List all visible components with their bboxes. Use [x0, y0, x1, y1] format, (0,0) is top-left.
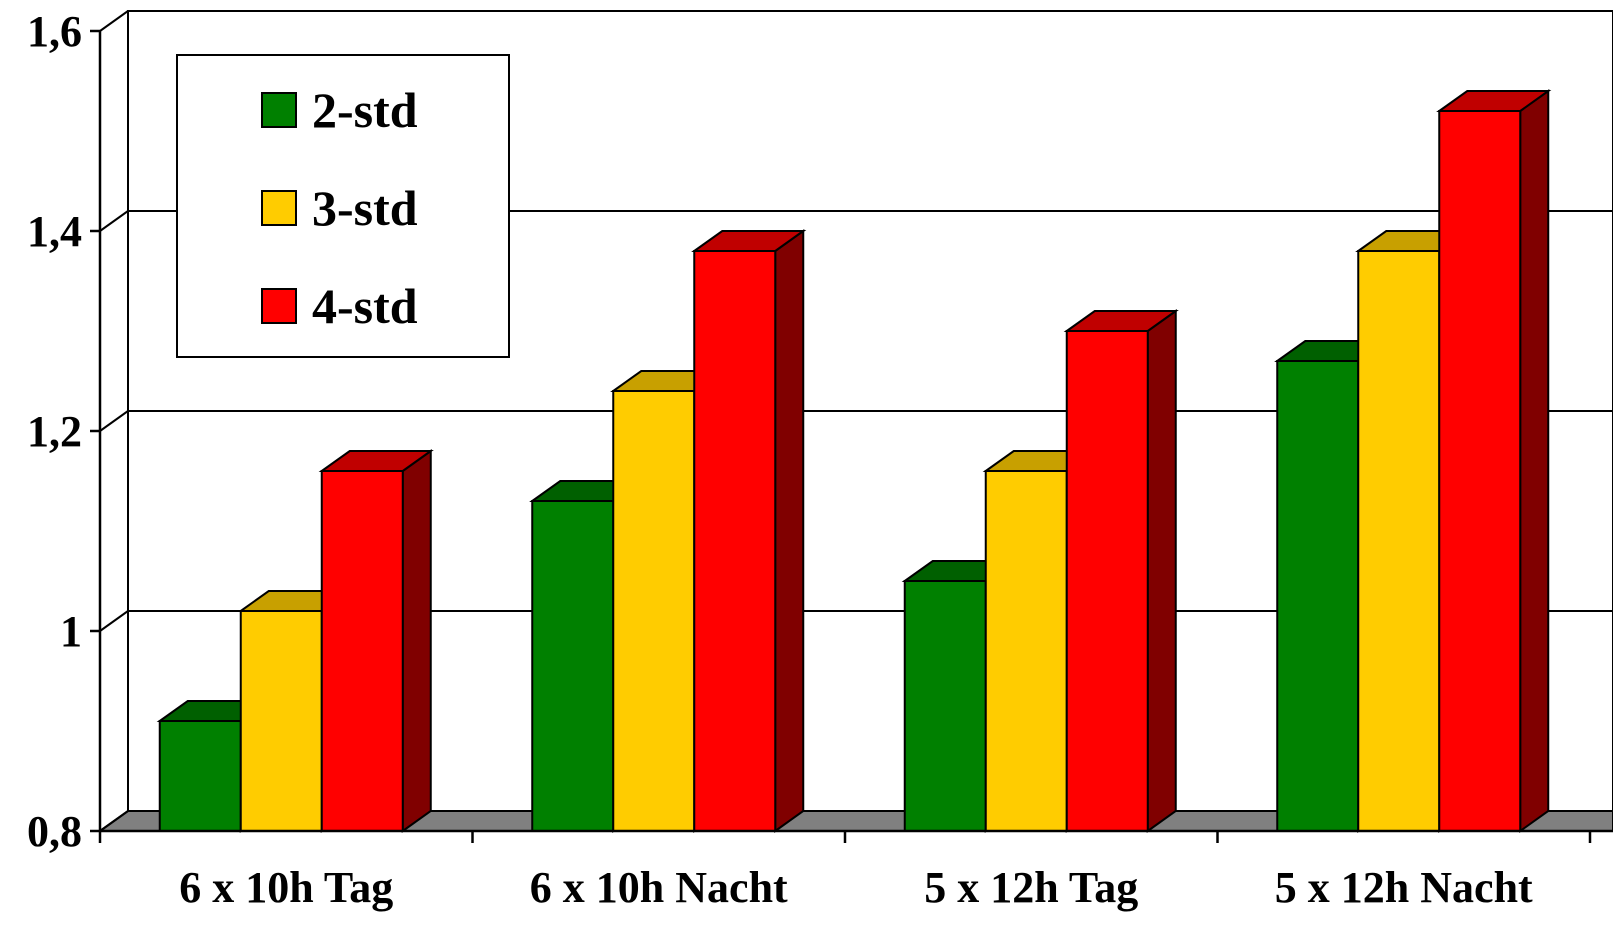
bar	[1276, 360, 1360, 832]
side-wall-line	[99, 610, 129, 632]
bar	[1438, 110, 1522, 832]
bar	[239, 610, 323, 832]
bar	[158, 720, 242, 832]
x-tick-label: 5 x 12h Nacht	[1275, 863, 1533, 912]
bar	[1357, 250, 1441, 832]
bars-layer	[156, 89, 1552, 833]
legend-swatch	[261, 92, 297, 128]
bar-side	[401, 449, 432, 833]
bar	[984, 470, 1068, 832]
legend-label: 4-std	[312, 278, 418, 334]
y-tick-label: 1,2	[27, 407, 82, 456]
bar	[531, 500, 615, 832]
y-tick-label: 0,8	[27, 807, 82, 856]
axes-layer: 0,8 1 1,2 1,4 1,6 6 x 10h Tag 6 x 10h Nacht 5 x…	[27, 7, 1613, 912]
y-tick-label: 1	[60, 607, 82, 656]
x-tick-label: 5 x 12h Tag	[924, 863, 1138, 912]
bar	[612, 390, 696, 832]
side-wall-line	[99, 810, 129, 832]
bar-side	[1519, 89, 1550, 833]
side-wall-line	[99, 210, 129, 232]
y-tick-label: 1,4	[27, 207, 82, 256]
side-wall-line	[99, 410, 129, 432]
legend-swatch	[261, 190, 297, 226]
y-tick-label: 1,6	[27, 7, 82, 56]
bar	[1065, 330, 1149, 832]
bar-side	[1146, 309, 1177, 833]
legend-label: 2-std	[312, 82, 418, 138]
x-tick-label: 6 x 10h Nacht	[530, 863, 788, 912]
bar	[693, 250, 777, 832]
bar	[320, 470, 404, 832]
legend-box	[176, 54, 510, 358]
bar-side	[774, 229, 805, 833]
side-wall-line	[99, 10, 129, 32]
bar	[903, 580, 987, 832]
x-tick-label: 6 x 10h Tag	[179, 863, 393, 912]
legend-label: 3-std	[312, 180, 418, 236]
legend-swatch	[261, 288, 297, 324]
legend: 2-std 3-std 4-std	[176, 54, 510, 358]
